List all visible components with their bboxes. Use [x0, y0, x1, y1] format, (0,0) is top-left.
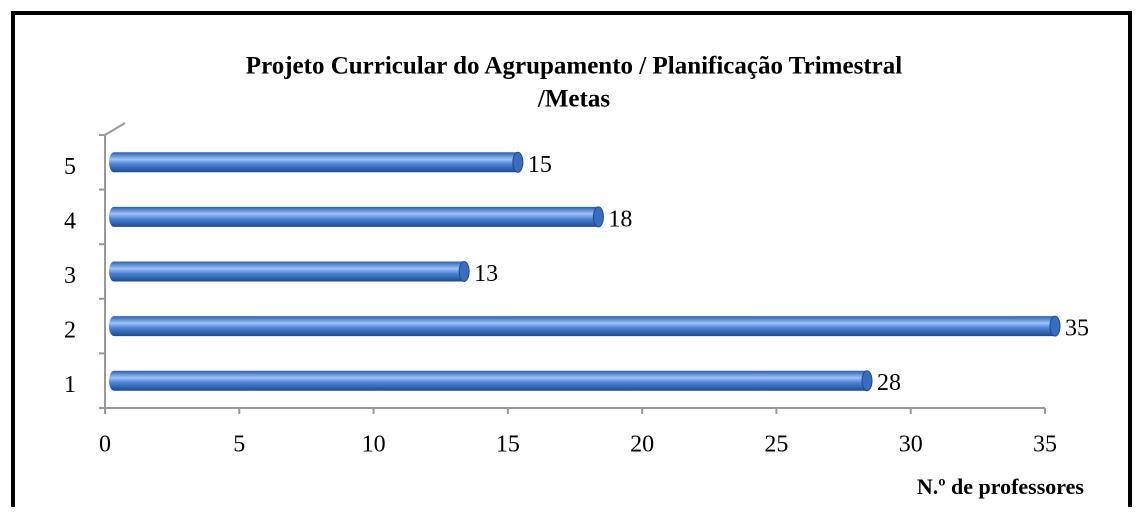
y-tick-label: 4 [64, 208, 76, 234]
y-tick-label: 1 [64, 372, 76, 398]
data-label: 13 [474, 261, 498, 287]
bar-cap [458, 261, 470, 282]
bar [109, 152, 523, 173]
x-tick-label: 0 [99, 432, 111, 458]
y-tick-label: 5 [64, 154, 76, 180]
x-tick-label: 25 [764, 432, 788, 458]
bar-cap [592, 206, 604, 228]
bar-cap [512, 151, 524, 173]
y-tick-label: 3 [64, 263, 76, 289]
x-tick-label: 10 [362, 432, 386, 458]
bar [109, 206, 604, 227]
y-tick-label: 2 [64, 318, 76, 344]
x-axis-label: N.º de professores [917, 474, 1085, 499]
bar [109, 261, 470, 282]
x-tick-label: 20 [630, 432, 654, 458]
data-label: 28 [877, 370, 901, 396]
chart-title: /Metas [537, 86, 610, 113]
x-tick-label: 5 [233, 432, 245, 458]
x-tick-label: 30 [899, 432, 923, 458]
bar-cap [1049, 315, 1061, 337]
data-label: 15 [528, 152, 552, 178]
data-label: 35 [1065, 316, 1089, 342]
bar [109, 370, 873, 391]
data-label: 18 [608, 206, 632, 232]
frame [11, 11, 1132, 507]
chart-title: Projeto Curricular do Agrupamento / Plan… [246, 53, 902, 80]
bar [109, 316, 1061, 337]
x-tick-label: 35 [1033, 432, 1057, 458]
x-tick-label: 15 [496, 432, 520, 458]
bar-cap [861, 370, 873, 392]
